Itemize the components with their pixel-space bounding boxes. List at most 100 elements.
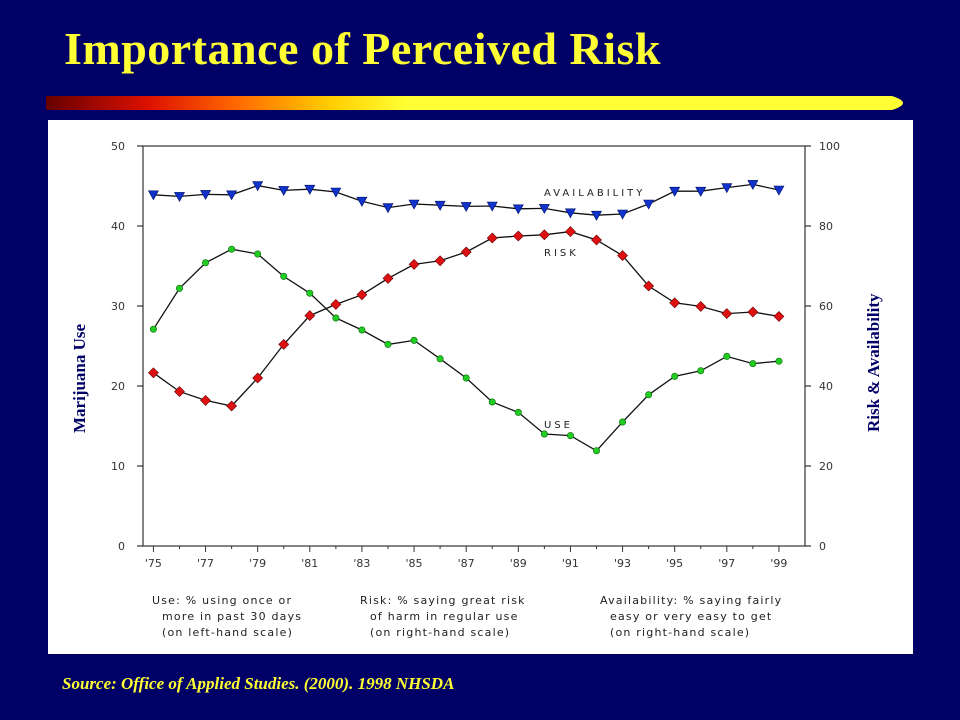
- availability-point: [356, 196, 368, 207]
- title-underline-bar: [46, 96, 903, 110]
- risk-point: [460, 246, 472, 258]
- risk-point: [252, 372, 264, 384]
- risk-use-line-chart: 0 10 20 30 40 50 0 20 40 60 80 100 '75 '77 '79 '81 '83 '8…: [111, 140, 840, 639]
- availability-point: [512, 204, 524, 215]
- left-tick-label: 20: [111, 380, 125, 393]
- risk-series-label: RISK: [544, 248, 579, 259]
- use-point: [775, 357, 783, 365]
- use-point: [723, 352, 731, 360]
- x-tick-label: '95: [666, 557, 683, 570]
- availability-point: [773, 185, 785, 196]
- risk-point: [174, 386, 185, 398]
- availability-point: [278, 186, 290, 197]
- use-point: [514, 408, 522, 416]
- availability-point: [590, 210, 603, 221]
- x-tick-label: '97: [718, 557, 735, 570]
- availability-point: [434, 200, 446, 211]
- availability-point: [304, 184, 316, 195]
- risk-point: [434, 255, 446, 267]
- use-point: [592, 447, 600, 455]
- use-point: [671, 372, 679, 380]
- risk-point: [695, 300, 707, 312]
- slide-title: Importance of Perceived Risk: [64, 23, 661, 74]
- x-tick-label: '91: [562, 557, 579, 570]
- availability-point: [695, 186, 707, 197]
- availability-footnote-line: Availability: % saying fairly: [600, 594, 782, 607]
- use-point: [619, 418, 627, 426]
- right-tick-label: 100: [819, 140, 840, 153]
- left-axis-label: Marijuana Use: [70, 323, 89, 433]
- availability-point: [669, 186, 681, 197]
- chart-panel: 0 10 20 30 40 50 0 20 40 60 80 100 '75 '77 '79 '81 '83 '8…: [48, 120, 913, 654]
- x-tick-label: '79: [249, 557, 266, 570]
- right-tick-label: 60: [819, 300, 833, 313]
- right-tick-label: 80: [819, 220, 833, 233]
- right-tick-label: 40: [819, 380, 833, 393]
- risk-point: [330, 298, 342, 310]
- risk-point: [486, 232, 498, 244]
- risk-point: [538, 229, 550, 241]
- availability-point: [173, 192, 185, 203]
- left-tick-label: 0: [118, 540, 125, 553]
- use-point: [462, 374, 470, 382]
- risk-point: [382, 272, 394, 284]
- use-point: [280, 272, 288, 280]
- use-point: [175, 284, 183, 292]
- x-tick-label: '93: [614, 557, 631, 570]
- risk-footnote-line: (on right-hand scale): [370, 626, 510, 639]
- x-tick-label: '77: [197, 557, 214, 570]
- availability-point: [408, 199, 420, 210]
- availability-footnote-line: (on right-hand scale): [610, 626, 750, 639]
- risk-point: [669, 297, 681, 309]
- availability-point: [382, 203, 394, 214]
- availability-point: [643, 199, 655, 210]
- availability-point: [200, 190, 212, 201]
- availability-point: [252, 181, 264, 192]
- use-point: [410, 336, 418, 344]
- x-tick-label: '85: [406, 557, 423, 570]
- availability-point: [538, 204, 550, 215]
- source-citation: Source: Office of Applied Studies. (2000…: [62, 674, 455, 693]
- plot-frame: [142, 145, 806, 547]
- availability-point: [460, 202, 472, 213]
- availability-footnote-line: easy or very easy to get: [610, 610, 772, 623]
- availability-point: [147, 190, 159, 201]
- x-tick-label: '87: [458, 557, 475, 570]
- left-tick-label: 30: [111, 300, 125, 313]
- x-tick-label: '89: [510, 557, 527, 570]
- availability-series-label: AVAILABILITY: [544, 188, 645, 199]
- use-footnote-line: Use: % using once or: [152, 594, 292, 607]
- risk-footnote-line: Risk: % saying great risk: [360, 594, 526, 607]
- availability-point: [226, 190, 238, 201]
- risk-point: [643, 280, 655, 292]
- availability-point: [564, 208, 576, 219]
- use-point: [566, 432, 574, 440]
- risk-point: [278, 338, 290, 350]
- risk-point: [356, 289, 368, 301]
- risk-point: [591, 234, 602, 246]
- left-tick-label: 40: [111, 220, 125, 233]
- risk-footnote-line: of harm in regular use: [370, 610, 519, 623]
- risk-point: [721, 308, 733, 320]
- risk-point: [512, 230, 524, 242]
- risk-point: [304, 310, 316, 322]
- use-point: [202, 259, 210, 267]
- use-point: [436, 355, 444, 363]
- risk-point: [408, 258, 420, 270]
- availability-point: [721, 183, 733, 194]
- use-point: [645, 391, 653, 399]
- risk-point: [565, 226, 576, 238]
- x-tick-label: '99: [770, 557, 787, 570]
- use-footnote-line: more in past 30 days: [162, 610, 302, 623]
- risk-point: [226, 400, 238, 412]
- availability-point: [330, 187, 342, 198]
- risk-point: [200, 394, 211, 406]
- risk-point: [747, 306, 759, 318]
- use-point: [306, 289, 314, 297]
- x-tick-label: '75: [145, 557, 162, 570]
- x-tick-label: '83: [353, 557, 370, 570]
- availability-point: [486, 201, 498, 212]
- right-tick-label: 20: [819, 460, 833, 473]
- use-footnote-line: (on left-hand scale): [162, 626, 293, 639]
- right-tick-label: 0: [819, 540, 826, 553]
